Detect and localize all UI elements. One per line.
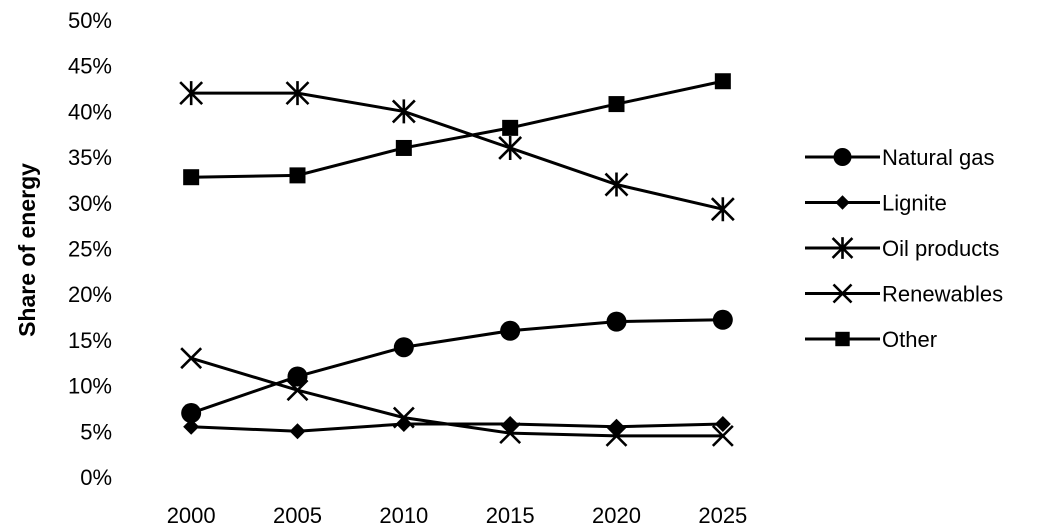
cross-marker [605,424,628,447]
y-tick-label: 0% [80,465,112,490]
square-marker [835,331,850,347]
circle-marker [393,337,414,358]
square-marker [289,167,306,184]
x-tick-label: 2015 [486,503,535,528]
series-line [190,318,723,415]
cross-marker [499,422,522,445]
x-tick-label: 2010 [379,503,428,528]
asterisk-marker [391,99,416,124]
asterisk-marker [285,81,310,106]
diamond-marker [835,195,850,210]
legend-item: Other [805,327,937,352]
legend-item: Oil products [805,236,999,261]
y-tick-label: 20% [68,282,112,307]
asterisk-marker [604,172,629,197]
legend-item: Renewables [805,282,1003,307]
series-line [191,91,724,211]
legend-label: Natural gas [882,145,995,170]
series-line [190,356,723,438]
square-marker [395,139,412,156]
cross-marker [832,283,853,304]
y-tick-label: 25% [68,237,112,262]
series-oil-products [179,81,735,222]
legend-label: Oil products [882,236,999,261]
asterisk-marker [710,197,735,222]
diamond-marker [502,415,519,432]
y-axis-ticks: 0% 5% 10% 15% 20% 25% 30% 35% 40% 45% 50% [68,8,112,490]
circle-marker [500,320,521,341]
diamond-marker [714,415,731,432]
cross-marker [392,406,415,429]
y-tick-label: 40% [68,99,112,124]
square-marker [502,119,519,136]
x-tick-label: 2000 [167,503,216,528]
asterisk-marker [498,135,523,160]
y-tick-label: 35% [68,145,112,170]
cross-marker [180,347,203,370]
legend-item: Lignite [805,191,947,216]
circle-marker [287,366,308,387]
y-tick-label: 30% [68,191,112,216]
legend-item: Natural gas [805,145,995,170]
y-tick-label: 10% [68,374,112,399]
y-tick-label: 50% [68,8,112,33]
y-tick-label: 45% [68,54,112,79]
x-tick-label: 2025 [698,503,747,528]
y-tick-label: 15% [68,328,112,353]
square-marker [183,169,200,186]
x-axis-ticks: 2000 2005 2010 2015 2020 2025 [167,503,748,528]
series-line [191,79,724,179]
x-tick-label: 2020 [592,503,641,528]
series-natural-gas [181,309,733,424]
series-renewables [180,347,734,447]
y-axis-title: Share of energy [14,163,40,337]
legend: Natural gas Lignite Oil products Renewables… [805,145,1003,352]
asterisk-marker [831,237,854,259]
plot-area [179,73,735,447]
legend-label: Other [882,327,937,352]
asterisk-marker [179,81,204,106]
series-other [183,73,731,186]
circle-marker [833,148,852,166]
y-tick-label: 5% [80,419,112,444]
square-marker [714,73,731,90]
legend-label: Lignite [882,191,947,216]
circle-marker [606,311,627,332]
cross-marker [286,379,309,402]
square-marker [608,96,625,113]
legend-label: Renewables [882,282,1003,307]
diamond-marker [608,418,625,435]
circle-marker [181,403,202,424]
x-tick-label: 2005 [273,503,322,528]
diamond-marker [289,423,306,440]
circle-marker [712,309,733,330]
diamond-marker [183,418,200,435]
cross-marker [711,424,734,447]
